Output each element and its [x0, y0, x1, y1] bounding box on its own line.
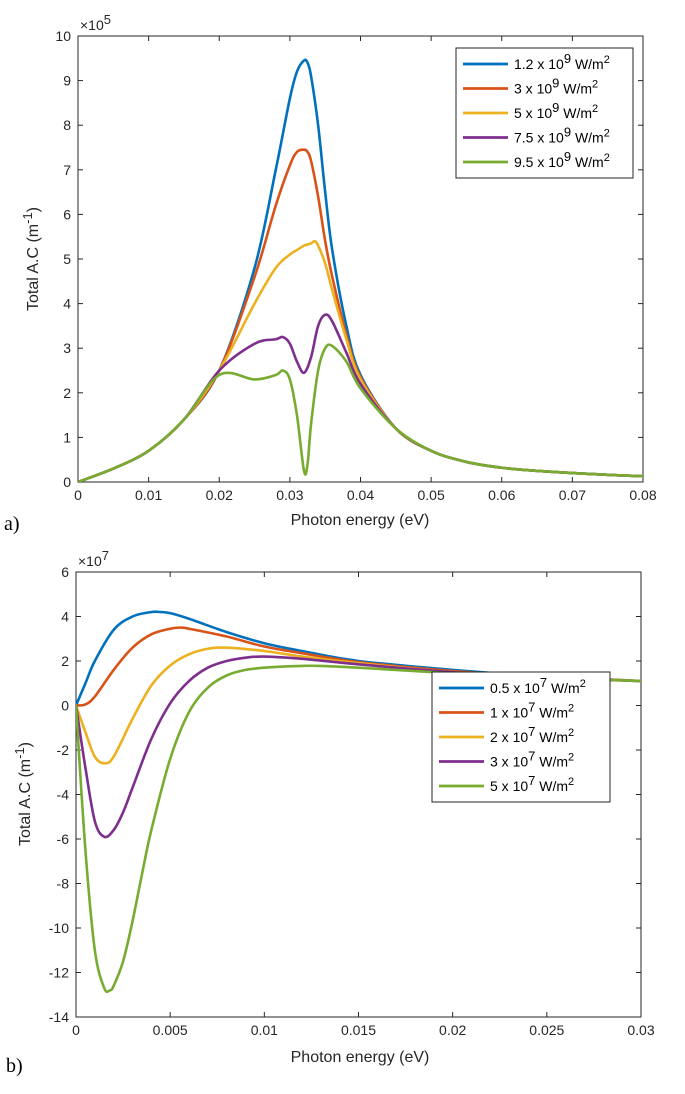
series-line [76, 655, 641, 839]
chart-b-multiplier: ×107 [78, 548, 109, 569]
y-tick-label: -10 [49, 920, 69, 936]
y-tick-label: -12 [49, 965, 69, 981]
y-tick-label: -8 [57, 876, 70, 892]
y-tick-label: 2 [61, 653, 69, 669]
y-tick-label: -14 [49, 1009, 69, 1025]
y-tick-label: 0 [63, 474, 71, 490]
y-tick-label: 10 [55, 28, 71, 44]
legend-entry: 5 x 107 W/m2 [490, 773, 574, 794]
x-tick-label: 0.03 [627, 1022, 654, 1038]
x-tick-label: 0.015 [341, 1022, 376, 1038]
legend-entry: 0.5 x 107 W/m2 [490, 675, 586, 696]
legend-entry: 9.5 x 109 W/m2 [514, 149, 610, 170]
y-tick-label: 6 [61, 564, 69, 580]
y-tick-label: 4 [61, 609, 69, 625]
x-tick-label: 0.01 [135, 487, 162, 503]
legend-entry: 1.2 x 109 W/m2 [514, 51, 610, 72]
y-tick-label: 2 [63, 385, 71, 401]
y-tick-label: 0 [61, 698, 69, 714]
x-tick-label: 0.03 [276, 487, 303, 503]
x-tick-label: 0.05 [418, 487, 445, 503]
x-tick-label: 0.02 [206, 487, 233, 503]
y-tick-label: -2 [57, 742, 70, 758]
legend-entry: 2 x 107 W/m2 [490, 724, 574, 745]
y-tick-label: 5 [63, 251, 71, 267]
chart-b-ylabel: Total A.C (m-1) [12, 742, 34, 846]
x-tick-label: 0.005 [153, 1022, 188, 1038]
legend-entry: 1 x 107 W/m2 [490, 700, 574, 721]
chart-a-multiplier: ×105 [80, 12, 111, 33]
x-tick-label: 0.02 [439, 1022, 466, 1038]
y-tick-label: 3 [63, 340, 71, 356]
chart-b: 0 0.005 0.01 0.015 0.02 0.025 0.03 -14 -12 -10 -8 -… [6, 548, 655, 1077]
y-tick-label: 6 [63, 206, 71, 222]
x-tick-label: 0 [72, 1022, 80, 1038]
y-tick-label: 8 [63, 117, 71, 133]
y-tick-label: 7 [63, 162, 71, 178]
x-tick-label: 0.08 [629, 487, 656, 503]
x-tick-label: 0.01 [251, 1022, 278, 1038]
chart-b-legend: 0.5 x 107 W/m2 1 x 107 W/m2 2 x 107 W/m2 3 … [431, 671, 611, 803]
legend-entry: 7.5 x 109 W/m2 [514, 125, 610, 146]
series-line [78, 343, 643, 482]
chart-a-legend: 1.2 x 109 W/m2 3 x 109 W/m2 5 x 109 W/m2 7.… [455, 47, 634, 179]
chart-a-ylabel: Total A.C (m-1) [20, 207, 42, 311]
y-tick-label: 9 [63, 73, 71, 89]
legend-entry: 3 x 107 W/m2 [490, 749, 574, 770]
chart-a-xlabel: Photon energy (eV) [291, 512, 430, 529]
y-tick-label: -4 [57, 787, 70, 803]
chart-b-xlabel: Photon energy (eV) [291, 1049, 430, 1066]
chart-a-panel-label: a) [4, 513, 20, 535]
y-tick-label: -6 [57, 831, 70, 847]
y-tick-label: 4 [63, 296, 71, 312]
legend-entry: 3 x 109 W/m2 [514, 76, 598, 97]
chart-a: 0 0.01 0.02 0.03 0.04 0.05 0.06 0.07 0.08 0 1 2 3 4 5 6… [4, 12, 657, 535]
x-tick-label: 0.04 [347, 487, 374, 503]
x-tick-label: 0.025 [529, 1022, 564, 1038]
legend-entry: 5 x 109 W/m2 [514, 100, 598, 121]
x-tick-label: 0.07 [559, 487, 586, 503]
series-line [76, 664, 641, 994]
x-tick-label: 0.06 [488, 487, 515, 503]
y-tick-label: 1 [63, 429, 71, 445]
chart-b-panel-label: b) [6, 1055, 23, 1077]
x-tick-label: 0 [74, 487, 82, 503]
